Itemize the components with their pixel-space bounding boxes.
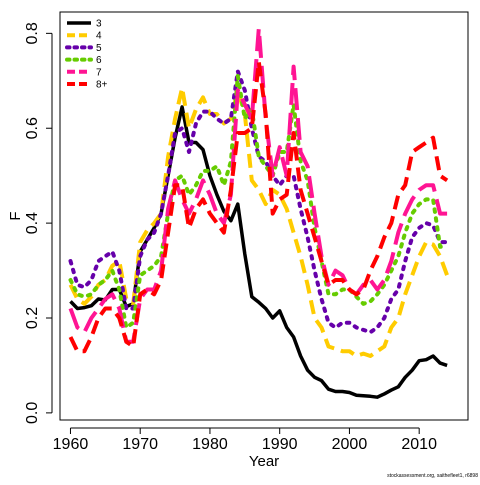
series-line-5 <box>68 69 450 335</box>
x-tick-label: 1970 <box>122 436 158 453</box>
series-line-6 <box>68 74 450 330</box>
legend-label: 5 <box>96 43 102 54</box>
y-tick-label: 0.6 <box>24 117 41 139</box>
x-tick-label: 2010 <box>401 436 437 453</box>
y-tick-label: 0.0 <box>24 402 41 424</box>
y-axis-title: F <box>7 211 24 220</box>
legend-label: 3 <box>96 19 102 30</box>
source-note: stockassessment.org, saithefleet1, r6898 <box>387 473 478 479</box>
x-tick-label: 1980 <box>192 436 228 453</box>
legend-label: 7 <box>96 67 102 78</box>
axis-layer: 1960 1970 1980 1990 2000 2010 0.0 0.2 0.4 0.6 0.8 <box>24 22 437 453</box>
legend-label: 8+ <box>96 80 108 91</box>
series-line-8plus <box>68 59 449 354</box>
x-tick-label: 1960 <box>53 436 89 453</box>
series-layer <box>68 26 450 399</box>
legend-label: 4 <box>96 31 102 42</box>
x-tick-label: 1990 <box>262 436 298 453</box>
legend-label: 6 <box>96 55 102 66</box>
y-tick-label: 0.2 <box>24 307 41 329</box>
y-tick-label: 0.8 <box>24 22 41 44</box>
series-line-4 <box>68 85 449 358</box>
x-axis-title: Year <box>249 453 279 470</box>
y-tick-label: 0.4 <box>24 212 41 234</box>
plot-frame <box>59 11 469 421</box>
x-tick-label: 2000 <box>332 436 368 453</box>
